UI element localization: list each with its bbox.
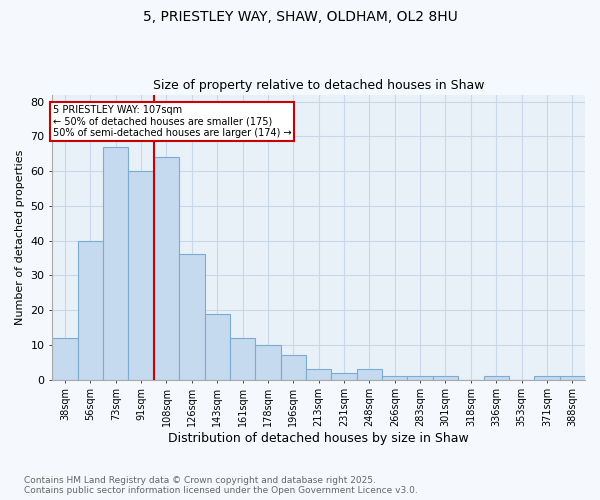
Bar [128, 171, 154, 380]
Y-axis label: Number of detached properties: Number of detached properties [15, 150, 25, 324]
Bar [77, 240, 103, 380]
X-axis label: Distribution of detached houses by size in Shaw: Distribution of detached houses by size … [168, 432, 469, 445]
Bar [230, 338, 255, 380]
Bar [179, 254, 205, 380]
Bar [534, 376, 560, 380]
Bar [331, 372, 357, 380]
Bar [205, 314, 230, 380]
Bar [560, 376, 585, 380]
Bar [382, 376, 407, 380]
Bar [484, 376, 509, 380]
Bar [407, 376, 433, 380]
Text: Contains HM Land Registry data © Crown copyright and database right 2025.
Contai: Contains HM Land Registry data © Crown c… [24, 476, 418, 495]
Bar [281, 355, 306, 380]
Title: Size of property relative to detached houses in Shaw: Size of property relative to detached ho… [153, 79, 484, 92]
Bar [52, 338, 77, 380]
Text: 5 PRIESTLEY WAY: 107sqm
← 50% of detached houses are smaller (175)
50% of semi-d: 5 PRIESTLEY WAY: 107sqm ← 50% of detache… [53, 105, 292, 138]
Bar [103, 146, 128, 380]
Bar [306, 369, 331, 380]
Bar [433, 376, 458, 380]
Bar [255, 345, 281, 380]
Text: 5, PRIESTLEY WAY, SHAW, OLDHAM, OL2 8HU: 5, PRIESTLEY WAY, SHAW, OLDHAM, OL2 8HU [143, 10, 457, 24]
Bar [154, 157, 179, 380]
Bar [357, 369, 382, 380]
